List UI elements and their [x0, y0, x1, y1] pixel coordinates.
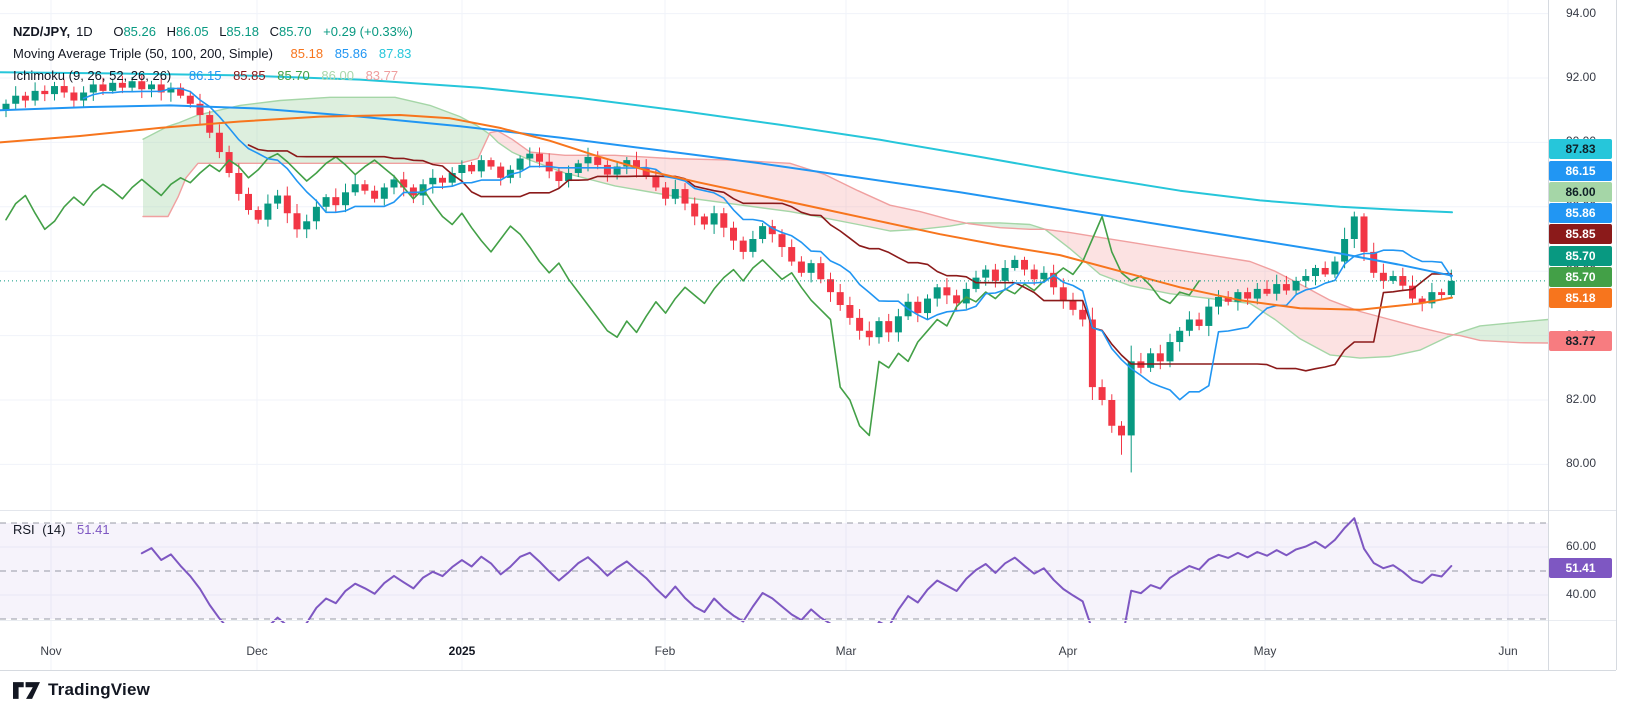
close-label: C: [269, 24, 279, 39]
rsi-axis-label: 60.00: [1565, 539, 1597, 553]
price-tag: 83.77: [1549, 331, 1612, 351]
rsi-value: 51.41: [77, 522, 110, 537]
rsi-pane: [0, 517, 1548, 623]
price-tag: 85.18: [1549, 288, 1612, 308]
rsi-value-tag: 51.41: [1549, 558, 1612, 578]
price-tag: 85.85: [1549, 224, 1612, 244]
open-label: O: [113, 24, 124, 39]
ma200-value: 87.83: [378, 46, 412, 61]
price-axis-label: 82.00: [1565, 392, 1597, 406]
price-axis-label: 80.00: [1565, 456, 1597, 470]
tradingview-logo[interactable]: TradingView: [13, 680, 150, 700]
time-axis-label-mar: Mar: [835, 644, 857, 658]
rsi-legend-row[interactable]: RSI (14) 51.41: [13, 522, 110, 537]
interval-label: 1D: [76, 24, 93, 39]
time-axis-label-apr: Apr: [1058, 644, 1078, 658]
high-value: 86.05: [176, 24, 209, 39]
ma-indicator-label: Moving Average Triple (50, 100, 200, Sim…: [13, 46, 273, 61]
ma100-value: 85.86: [334, 46, 368, 61]
time-axis-label-nov: Nov: [40, 644, 62, 658]
senkou-b-value: 83.77: [365, 68, 399, 83]
price-tag: 85.86: [1549, 203, 1612, 223]
ma50-value: 85.18: [290, 46, 324, 61]
price-tag: 86.00: [1549, 182, 1612, 202]
price-axis-label: 94.00: [1565, 6, 1597, 20]
pane-divider[interactable]: [0, 510, 1616, 511]
rsi-label: RSI: [13, 522, 35, 537]
price-tag: 85.70: [1549, 246, 1612, 266]
tenkan-value: 86.15: [188, 68, 222, 83]
tradingview-logo-text: TradingView: [48, 680, 151, 699]
rsi-axis-label: 40.00: [1565, 587, 1597, 601]
symbol-legend-row[interactable]: NZD/JPY, 1D O85.26 H86.05 L85.18 C85.70 +…: [13, 21, 413, 43]
time-axis-label-dec: Dec: [246, 644, 268, 658]
price-axis-label: 92.00: [1565, 70, 1597, 84]
ma-legend-row[interactable]: Moving Average Triple (50, 100, 200, Sim…: [13, 43, 413, 65]
chikou-value: 85.70: [277, 68, 310, 83]
price-axis-divider[interactable]: [1548, 0, 1549, 670]
ichimoku-indicator-label: Ichimoku (9, 26, 52, 26, 26): [13, 68, 172, 83]
kijun-value: 85.85: [233, 68, 266, 83]
tradingview-logo-icon: [13, 681, 40, 699]
ichimoku-legend-row[interactable]: Ichimoku (9, 26, 52, 26, 26) 86.15 85.85…: [13, 65, 413, 87]
legend: NZD/JPY, 1D O85.26 H86.05 L85.18 C85.70 +…: [13, 21, 413, 87]
symbol-name: NZD/JPY,: [13, 24, 71, 39]
bottom-border: [0, 670, 1616, 671]
change-value: +0.29 (+0.33%): [323, 24, 413, 39]
candles: [2, 75, 1455, 473]
time-axis-divider: [0, 620, 1616, 621]
gridlines: [0, 0, 1548, 670]
right-border: [1616, 0, 1617, 670]
rsi-params: (14): [42, 522, 66, 537]
close-value: 85.70: [278, 24, 312, 39]
time-axis-label-jun: Jun: [1498, 644, 1518, 658]
time-axis-label-may: May: [1253, 644, 1277, 658]
price-tag: 85.70: [1549, 267, 1612, 287]
open-value: 85.26: [123, 24, 156, 39]
low-label: L: [219, 24, 227, 39]
time-axis-label-feb: Feb: [654, 644, 676, 658]
high-label: H: [166, 24, 177, 39]
senkou-a-value: 86.00: [321, 68, 354, 83]
price-tag: 86.15: [1549, 161, 1612, 181]
price-tag: 87.83: [1549, 139, 1612, 159]
low-value: 85.18: [226, 24, 259, 39]
time-axis-label-2025: 2025: [448, 644, 476, 658]
main-pane: [0, 71, 1548, 473]
